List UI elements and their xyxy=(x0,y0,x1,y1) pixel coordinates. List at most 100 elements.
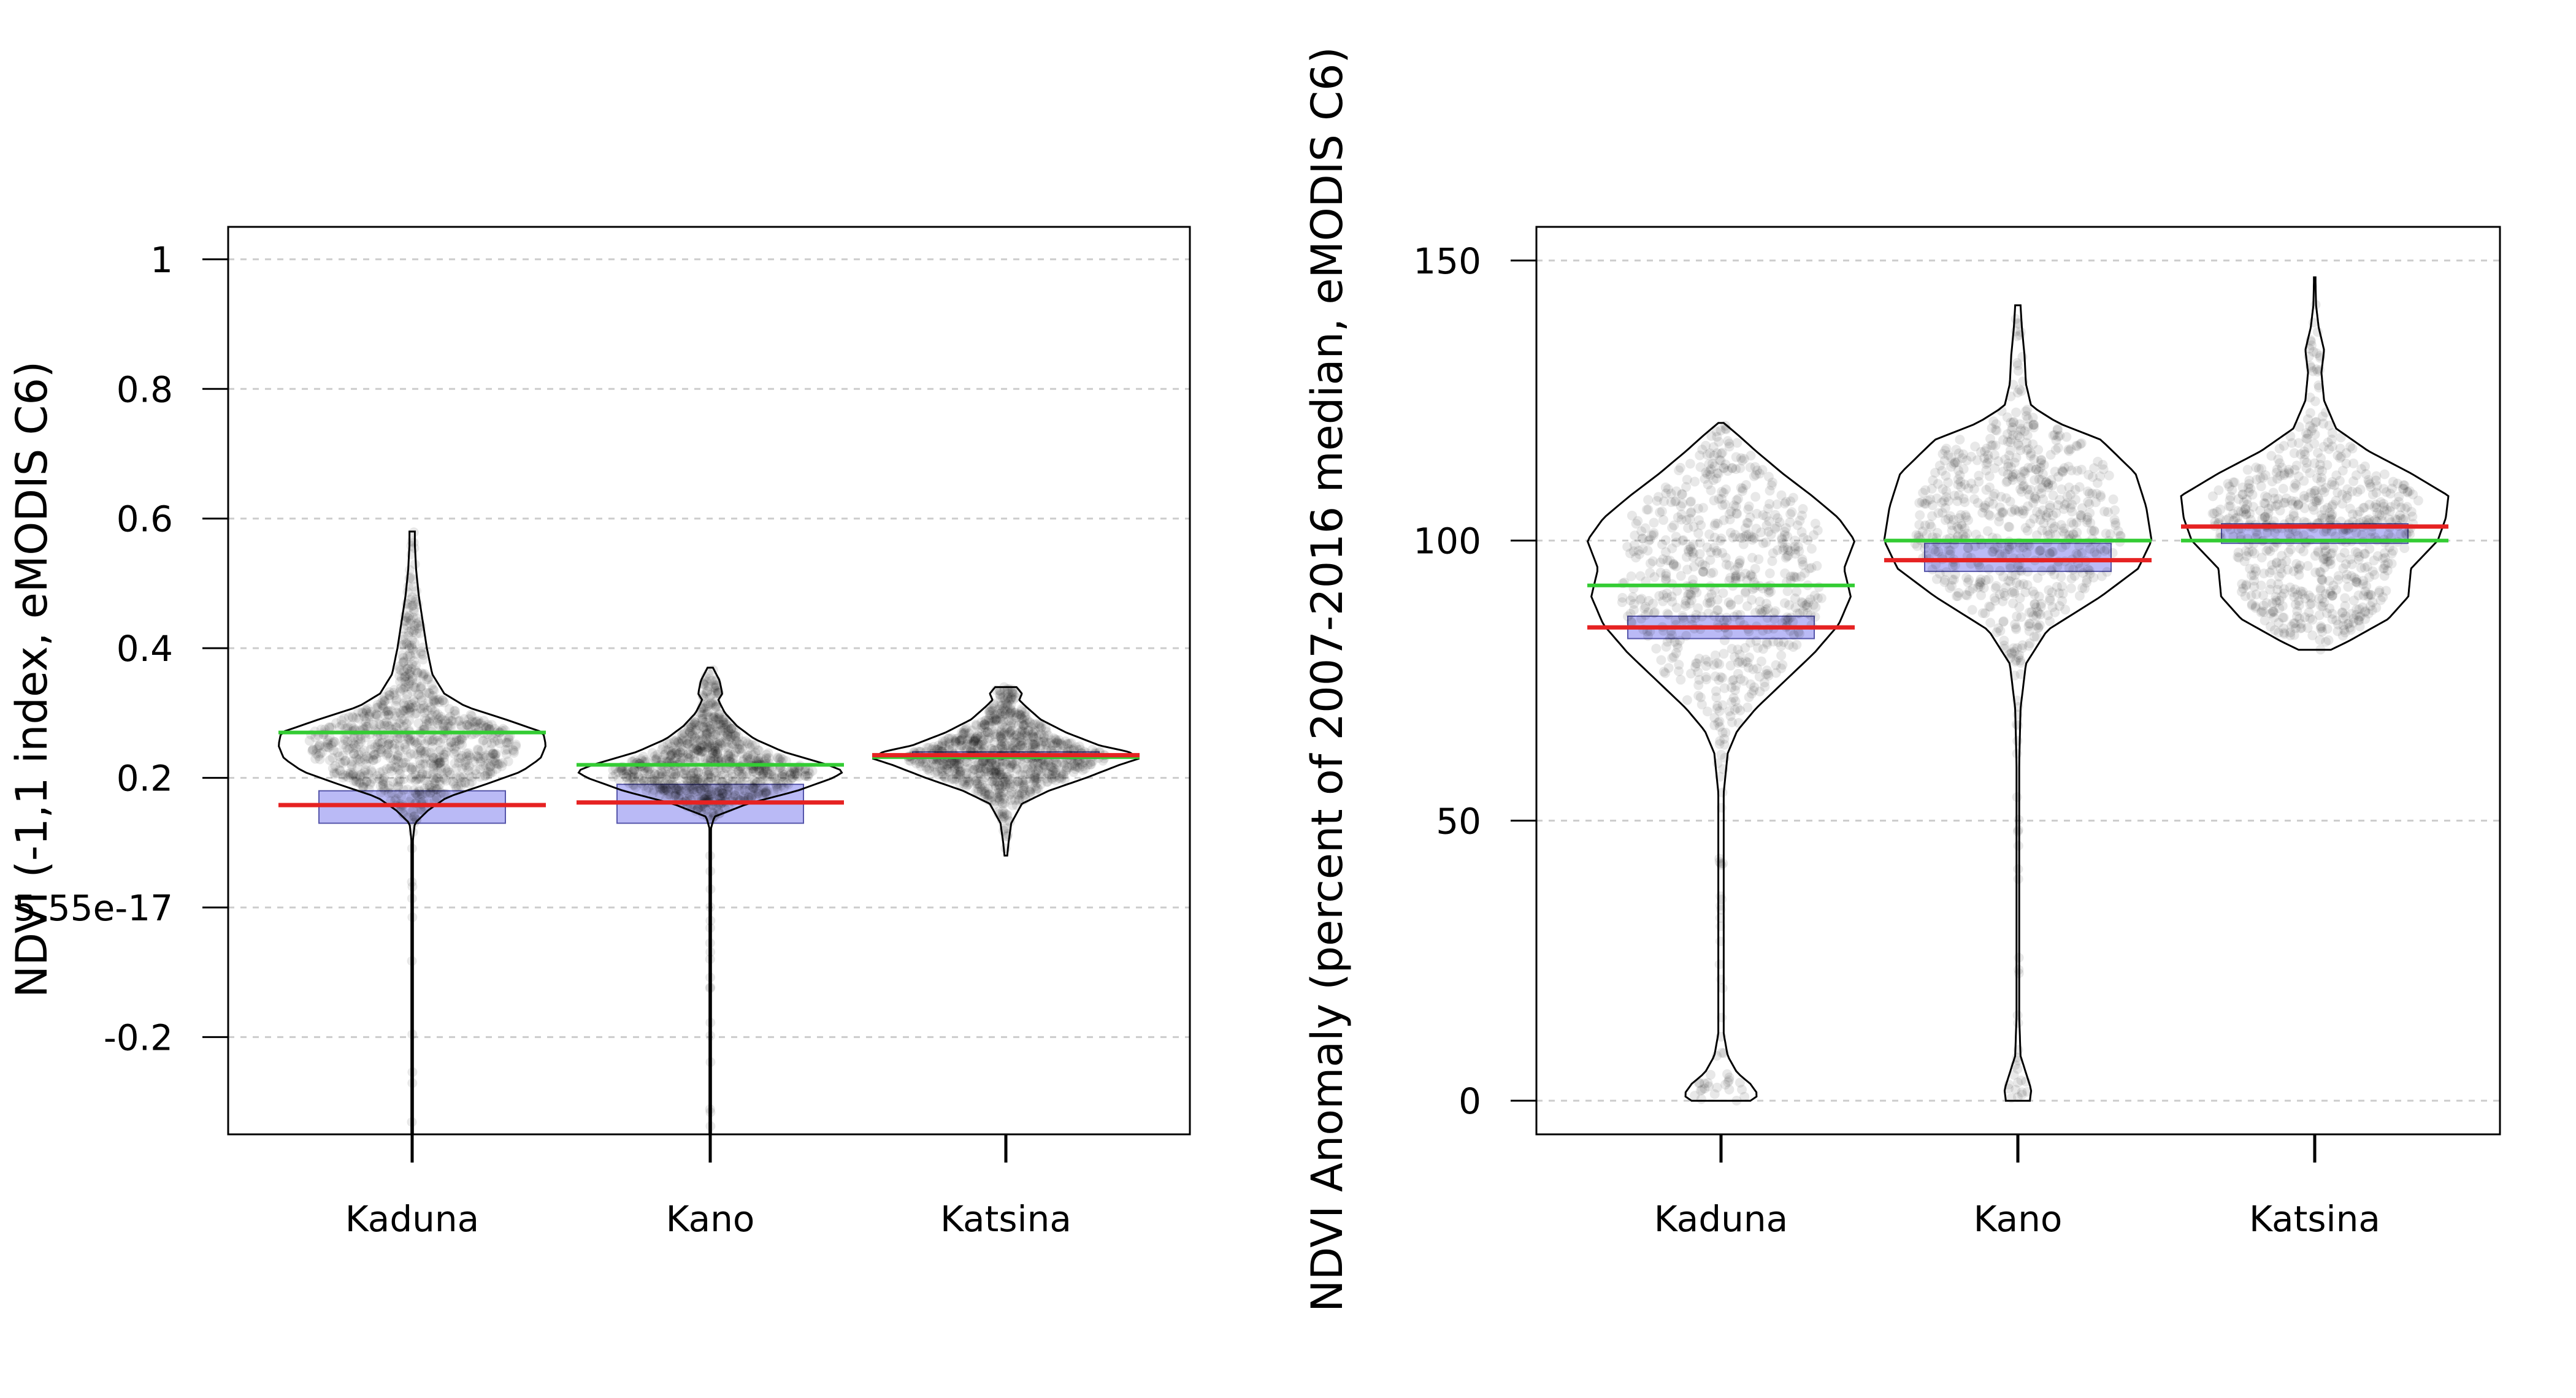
data-point xyxy=(1724,560,1735,571)
data-point xyxy=(2379,469,2390,479)
ndvi-violin-group-kaduna xyxy=(278,527,546,1136)
data-point xyxy=(2045,616,2055,627)
data-point xyxy=(1652,495,1662,506)
data-point xyxy=(1662,592,1672,603)
data-point xyxy=(311,749,321,759)
data-point xyxy=(2008,598,2018,609)
data-point xyxy=(1960,510,1971,521)
data-point xyxy=(1724,1075,1735,1085)
data-point xyxy=(491,763,502,774)
data-point xyxy=(2358,503,2369,513)
data-point xyxy=(338,773,348,783)
data-point xyxy=(410,788,421,798)
data-point xyxy=(353,734,363,744)
data-point xyxy=(1740,643,1750,653)
data-point xyxy=(1780,568,1790,579)
data-point xyxy=(1995,549,2005,559)
data-point xyxy=(383,788,394,798)
data-point xyxy=(485,768,496,779)
data-point xyxy=(1976,447,1986,457)
data-point xyxy=(2066,444,2076,454)
data-point xyxy=(323,739,333,749)
data-point xyxy=(429,735,439,745)
data-point xyxy=(450,709,461,720)
data-point xyxy=(440,789,451,799)
data-point xyxy=(434,755,444,766)
y-tick-label: 150 xyxy=(1413,240,1481,282)
data-point xyxy=(2022,525,2033,536)
data-point xyxy=(2318,441,2329,452)
data-point xyxy=(1633,516,1643,526)
data-point xyxy=(464,779,475,789)
data-point xyxy=(323,735,333,746)
data-point xyxy=(1676,674,1686,685)
data-point xyxy=(2046,518,2057,528)
data-point xyxy=(1649,528,1659,538)
data-point xyxy=(437,714,447,725)
data-point xyxy=(662,785,673,796)
data-point xyxy=(464,751,475,761)
data-point xyxy=(391,755,401,765)
data-point xyxy=(2036,544,2046,555)
data-point xyxy=(381,750,392,760)
data-point xyxy=(2331,495,2341,506)
data-point xyxy=(370,742,380,752)
data-point xyxy=(1671,486,1682,497)
data-point xyxy=(324,755,335,765)
data-point xyxy=(2355,484,2366,495)
data-point xyxy=(416,692,426,702)
data-point xyxy=(764,753,774,763)
data-point xyxy=(404,660,414,671)
data-point xyxy=(391,700,401,711)
data-point xyxy=(2018,481,2028,492)
data-point xyxy=(365,779,375,789)
data-point xyxy=(338,758,348,768)
data-point xyxy=(373,702,383,712)
data-point xyxy=(1952,522,1963,532)
data-point xyxy=(1735,556,1745,566)
data-point xyxy=(448,776,458,787)
data-point xyxy=(1712,518,1723,529)
data-point xyxy=(508,746,519,756)
data-point xyxy=(375,744,385,754)
data-point xyxy=(2305,599,2315,609)
data-point xyxy=(407,699,417,709)
data-point xyxy=(415,772,426,782)
data-point xyxy=(466,709,476,720)
data-point xyxy=(2333,575,2344,585)
data-point xyxy=(1918,487,1928,498)
data-point xyxy=(1731,464,1741,475)
data-point xyxy=(386,706,397,716)
data-point xyxy=(467,716,478,727)
data-point xyxy=(328,763,338,774)
data-point xyxy=(1009,779,1019,789)
data-point xyxy=(2006,434,2017,445)
data-point xyxy=(502,744,513,755)
data-point xyxy=(347,756,357,766)
data-point xyxy=(2110,505,2120,516)
data-point xyxy=(425,747,435,758)
data-point xyxy=(418,642,428,652)
data-point xyxy=(361,721,372,731)
data-point xyxy=(395,676,405,687)
data-point xyxy=(2315,459,2325,470)
data-point xyxy=(1062,764,1072,774)
data-point xyxy=(353,749,364,760)
y-tick-label: 0 xyxy=(1459,1080,1481,1122)
data-point xyxy=(393,777,403,787)
data-point xyxy=(1988,416,1999,427)
data-point xyxy=(2047,480,2058,491)
data-point xyxy=(1995,511,2005,522)
data-point xyxy=(384,693,394,704)
data-point xyxy=(1939,456,1950,466)
data-point xyxy=(476,718,486,728)
data-point xyxy=(348,768,358,779)
data-point xyxy=(372,771,383,781)
data-point xyxy=(403,613,413,623)
data-point xyxy=(2109,514,2120,525)
data-point xyxy=(359,745,369,755)
data-point xyxy=(351,771,361,782)
data-point xyxy=(1790,572,1800,582)
data-point xyxy=(647,747,657,758)
data-point xyxy=(444,704,454,714)
